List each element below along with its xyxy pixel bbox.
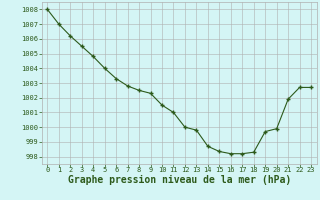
X-axis label: Graphe pression niveau de la mer (hPa): Graphe pression niveau de la mer (hPa) [68,175,291,185]
